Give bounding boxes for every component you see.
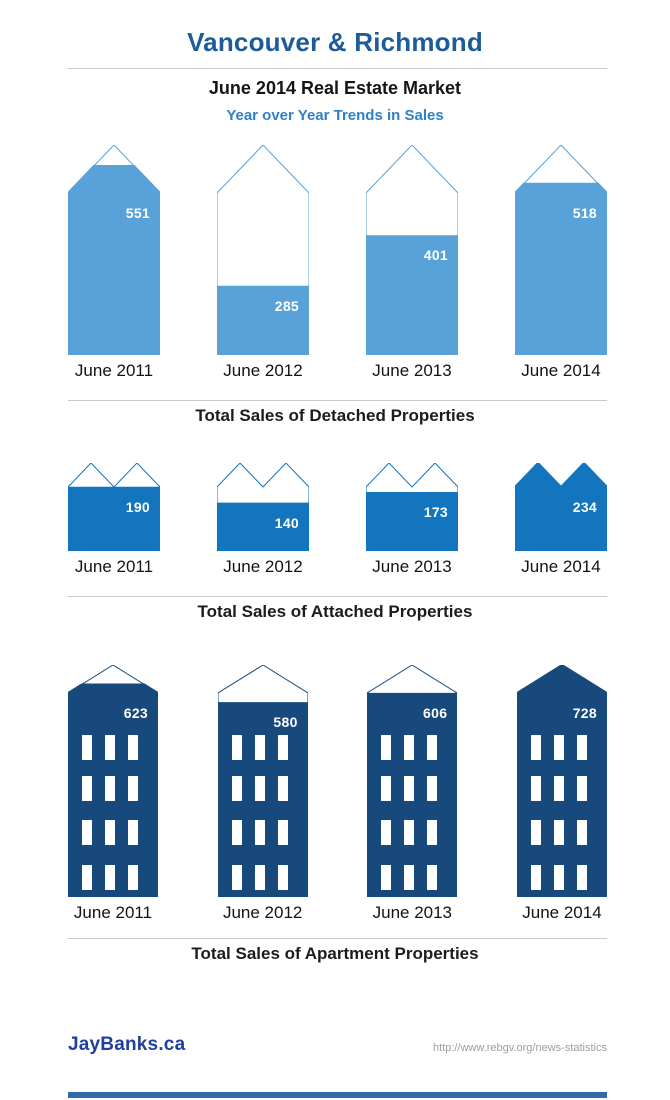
apartment-building-chart: 623 June 2011 (68, 665, 158, 923)
detached-house-icon (217, 145, 309, 355)
category-label: June 2011 (74, 361, 154, 380)
section-title-detached: Total Sales of Detached Properties (195, 406, 475, 425)
category-label: June 2013 (372, 903, 453, 922)
detached-house-icon (366, 145, 458, 355)
page-subtitle: June 2014 Real Estate Market (208, 78, 462, 98)
attached-house-chart: 140 June 2012 (217, 463, 309, 577)
category-label: June 2011 (73, 903, 153, 922)
apartment-building-chart: 606 June 2013 (367, 665, 458, 923)
value-label: 190 (125, 499, 150, 515)
bottom-accent-bar (68, 1092, 607, 1098)
section-divider (68, 596, 607, 597)
apartment-properties-chart-row: 623 June 2011 580 June 2012 606 June 2013 728 J… (68, 665, 607, 923)
category-label: June 2013 (372, 557, 452, 576)
apartment-building-chart: 580 June 2012 (217, 665, 308, 923)
value-label: 623 (123, 705, 148, 721)
value-label: 580 (273, 714, 298, 731)
detached-house-icon (68, 145, 160, 355)
page-tagline: Year over Year Trends in Sales (226, 107, 444, 124)
category-label: June 2011 (74, 557, 154, 576)
page-title: Vancouver & Richmond (187, 27, 483, 57)
value-label: 173 (423, 504, 448, 521)
value-label: 285 (274, 297, 299, 314)
attached-house-icon (366, 463, 458, 551)
value-label: 140 (274, 514, 299, 531)
value-label: 728 (572, 705, 597, 721)
section-title-apartment: Total Sales of Apartment Properties (191, 944, 479, 963)
value-label: 234 (572, 499, 597, 515)
value-label: 606 (423, 705, 448, 721)
section-divider (68, 938, 607, 939)
header-divider (68, 68, 607, 69)
detached-house-chart: 518 June 2014 (515, 145, 607, 381)
attached-house-chart: 190 June 2011 (68, 463, 160, 577)
building-windows (82, 735, 138, 890)
value-label: 551 (125, 205, 150, 221)
apartment-building-chart: 728 June 2014 (516, 665, 607, 923)
detached-house-icon (515, 145, 607, 355)
attached-properties-chart-row: 190 June 2011 140 June 2012 173 June 2013 234 J… (68, 463, 607, 577)
category-label: June 2014 (521, 361, 601, 380)
detached-house-chart: 551 June 2011 (68, 145, 160, 381)
brand-logo-text: JayBanks.ca (68, 1034, 186, 1055)
category-label: June 2012 (223, 557, 303, 576)
building-windows (530, 735, 587, 890)
apartment-building-icon (367, 665, 458, 897)
building-windows (231, 735, 288, 890)
attached-house-chart: 173 June 2013 (366, 463, 458, 577)
section-divider (68, 400, 607, 401)
attached-house-icon (217, 463, 309, 551)
category-label: June 2012 (222, 903, 303, 922)
value-label: 518 (572, 205, 597, 221)
apartment-building-icon (217, 665, 308, 897)
attached-house-icon (515, 463, 607, 551)
detached-house-chart: 285 June 2012 (217, 145, 309, 381)
building-windows (381, 735, 438, 890)
attached-house-chart: 234 June 2014 (515, 463, 607, 577)
detached-house-chart: 401 June 2013 (366, 145, 458, 381)
source-url-text: http://www.rebgv.org/news-statistics (432, 1042, 607, 1054)
category-label: June 2014 (522, 903, 602, 922)
apartment-building-icon (68, 665, 158, 897)
category-label: June 2013 (372, 361, 452, 380)
apartment-building-icon (516, 665, 607, 897)
section-title-attached: Total Sales of Attached Properties (197, 602, 473, 621)
category-label: June 2014 (521, 557, 601, 576)
attached-house-icon (68, 463, 160, 551)
category-label: June 2012 (223, 361, 303, 380)
value-label: 401 (423, 247, 448, 264)
detached-properties-chart-row: 551 June 2011 285 June 2012 401 June 2013 518 J… (68, 145, 607, 381)
